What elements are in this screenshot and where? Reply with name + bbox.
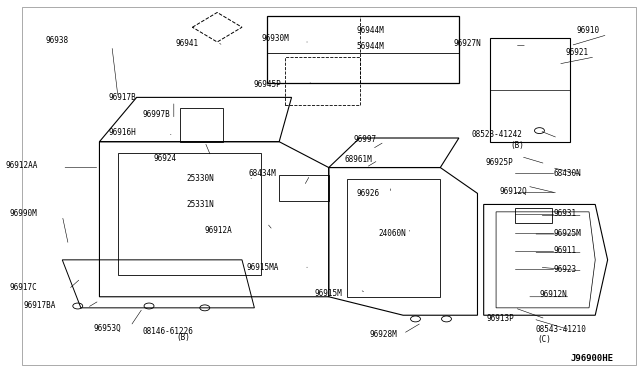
Text: 96938: 96938 <box>45 36 68 45</box>
Text: 96924: 96924 <box>154 154 177 163</box>
Text: 96927N: 96927N <box>454 39 481 48</box>
Text: 96912A: 96912A <box>205 226 233 235</box>
Text: 96944M: 96944M <box>356 26 385 35</box>
Text: 96917C: 96917C <box>10 283 38 292</box>
Text: 96912Q: 96912Q <box>499 187 527 196</box>
Text: 96926: 96926 <box>356 189 380 198</box>
Text: 24060N: 24060N <box>378 229 406 238</box>
Text: (B): (B) <box>176 333 190 342</box>
Text: 96931: 96931 <box>553 209 576 218</box>
Text: (B): (B) <box>510 141 524 150</box>
Text: 08523-41242: 08523-41242 <box>471 130 522 139</box>
Text: 96928M: 96928M <box>369 330 397 339</box>
Text: 96945P: 96945P <box>254 80 282 89</box>
Text: 96997B: 96997B <box>143 109 171 119</box>
Text: 96930M: 96930M <box>261 34 289 43</box>
Text: 25330N: 25330N <box>186 174 214 183</box>
Text: 96912N: 96912N <box>540 291 567 299</box>
Text: 68430N: 68430N <box>553 169 581 177</box>
Text: 96910: 96910 <box>577 26 600 35</box>
Text: 96915M: 96915M <box>315 289 342 298</box>
Text: 68961M: 68961M <box>345 155 372 164</box>
Text: 08146-61226: 08146-61226 <box>142 327 193 336</box>
Text: 08543-41210: 08543-41210 <box>536 326 587 334</box>
Text: (C): (C) <box>537 336 551 344</box>
Text: 96912AA: 96912AA <box>5 161 38 170</box>
Text: 96921: 96921 <box>566 48 589 57</box>
Text: 96923: 96923 <box>553 264 576 273</box>
Text: 96917BA: 96917BA <box>24 301 56 311</box>
Text: 96916H: 96916H <box>109 128 136 137</box>
Text: 96990M: 96990M <box>10 209 38 218</box>
Text: 96941: 96941 <box>175 39 198 48</box>
Text: 96913P: 96913P <box>487 314 515 323</box>
Text: 56944M: 56944M <box>356 42 385 51</box>
Text: 96925M: 96925M <box>553 229 581 238</box>
Text: 96915MA: 96915MA <box>247 263 279 272</box>
Text: 68434M: 68434M <box>248 169 276 177</box>
Text: 96953Q: 96953Q <box>93 324 121 333</box>
Text: 96925P: 96925P <box>486 157 513 167</box>
Text: 96917B: 96917B <box>109 93 136 102</box>
Text: J96900HE: J96900HE <box>571 354 614 363</box>
Text: 96997: 96997 <box>353 135 377 144</box>
Text: 25331N: 25331N <box>186 200 214 209</box>
Text: 96911: 96911 <box>553 246 576 255</box>
